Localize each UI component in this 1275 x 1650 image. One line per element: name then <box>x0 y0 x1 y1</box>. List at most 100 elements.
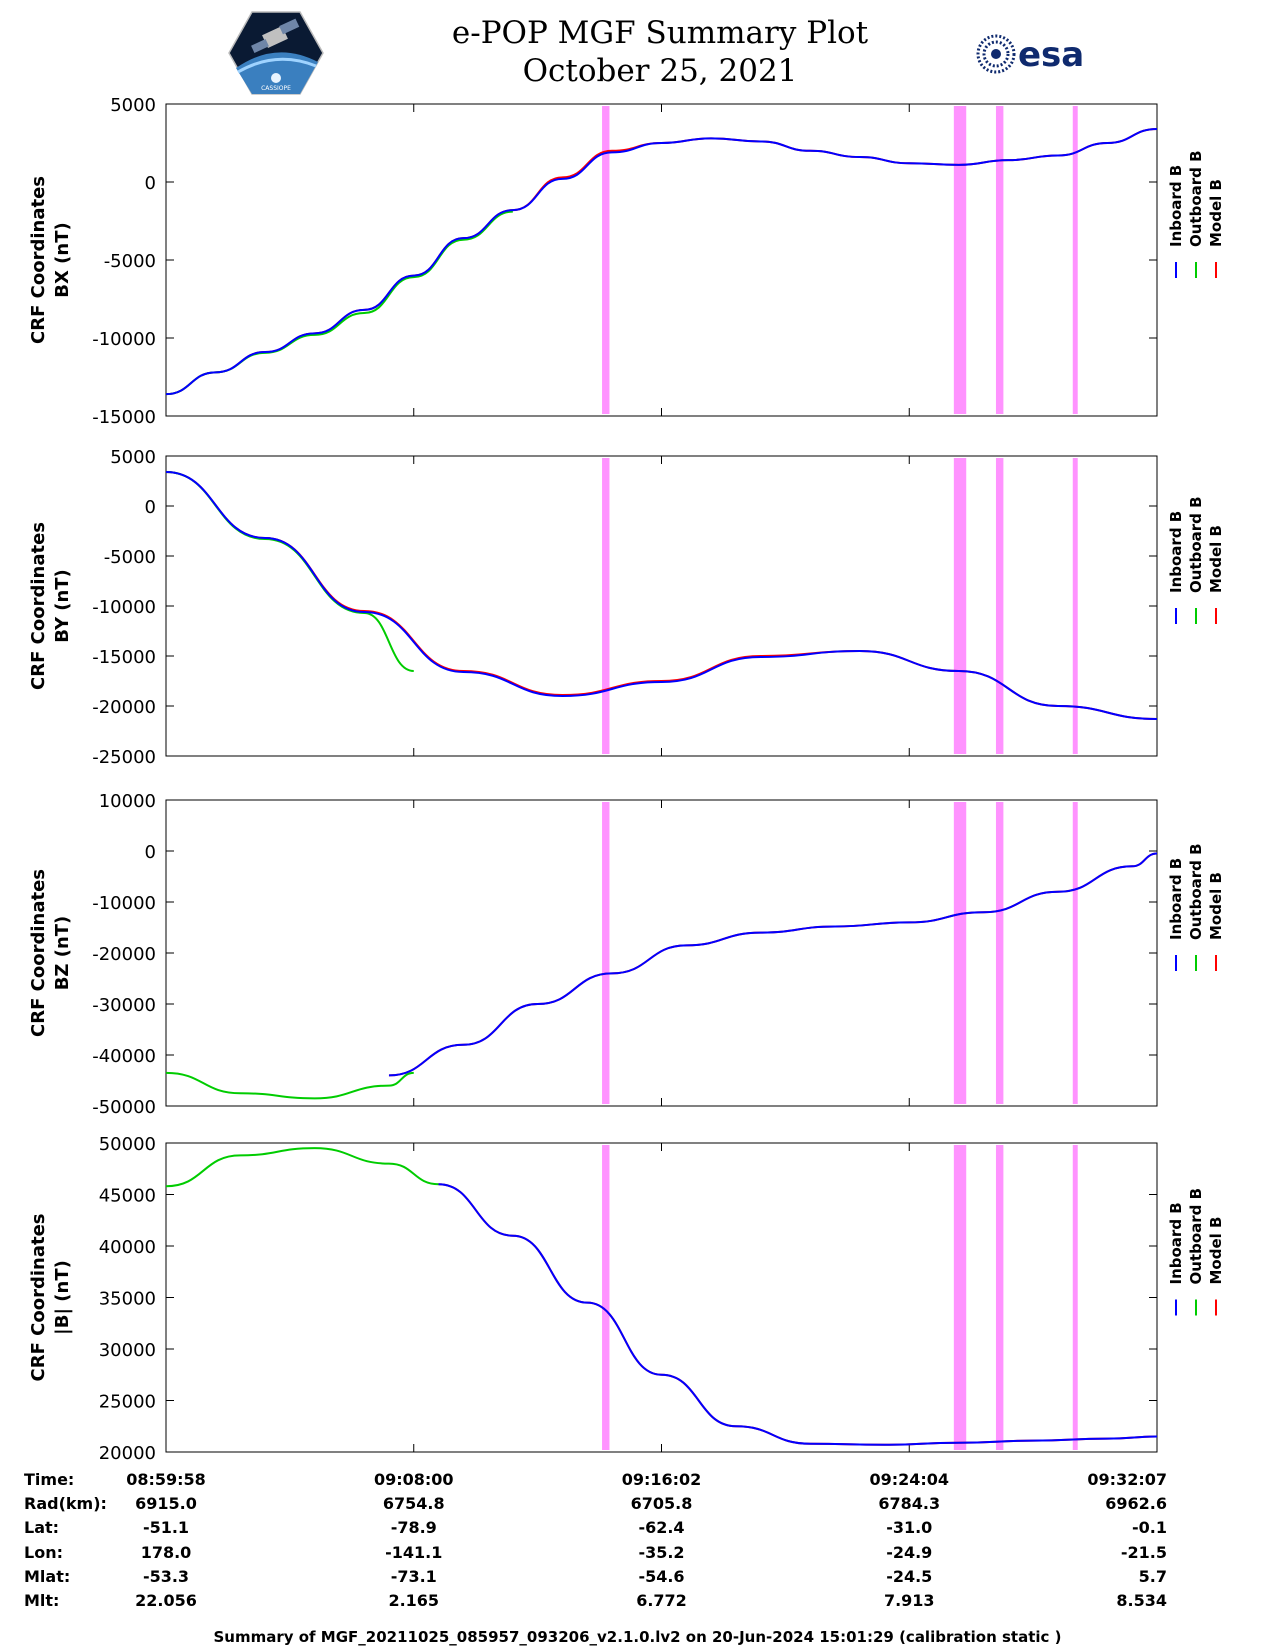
shaded-interval <box>602 106 610 414</box>
y-tick-label: -10000 <box>92 597 156 618</box>
info-row-label: Rad(km): <box>24 1494 107 1513</box>
y-tick-label: -15000 <box>92 647 156 668</box>
y-tick-label: 50000 <box>99 1134 156 1155</box>
legend-entry-label: Inboard B <box>1167 1202 1185 1284</box>
info-cell-mlat: -24.5 <box>886 1567 932 1586</box>
legend-entry-label: Inboard B <box>1167 858 1185 940</box>
info-cell-time: 09:16:02 <box>622 1470 702 1489</box>
esa-logo-text: esa <box>1018 35 1084 75</box>
info-cell-rad: 6754.8 <box>383 1494 445 1513</box>
info-row-label: Lon: <box>24 1543 63 1562</box>
plot-frame <box>165 103 1158 417</box>
y-axis-label: CRF Coordinates BZ (nT) <box>28 869 73 1037</box>
series-line-inboard-b <box>438 1183 1158 1446</box>
shaded-interval <box>953 802 967 1104</box>
y-tick-label: -40000 <box>92 1046 156 1067</box>
legend-entry-label: Model B <box>1207 872 1225 940</box>
info-cell-mlat: -73.1 <box>391 1567 437 1586</box>
info-cell-mlt: 2.165 <box>388 1591 439 1610</box>
info-cell-lat: -31.0 <box>886 1518 932 1537</box>
info-cell-rad: 6784.3 <box>878 1494 940 1513</box>
info-cell-mlat: 5.7 <box>1139 1567 1167 1586</box>
y-tick-label: 20000 <box>99 1443 156 1464</box>
shaded-interval <box>602 458 610 754</box>
chart-panel-2: 5000 0 -5000 -10000 -15000 -20000 -25000 CRF Co… <box>28 447 1225 768</box>
shaded-interval <box>602 1145 610 1450</box>
info-cell-lat: -62.4 <box>638 1518 684 1537</box>
esa-logo: esa <box>976 34 1084 75</box>
shaded-interval <box>602 802 610 1104</box>
left-logo-text: CASSIOPE <box>261 85 291 92</box>
info-row-label: Mlat: <box>24 1567 70 1586</box>
info-cell-lon: -21.5 <box>1121 1543 1167 1562</box>
esa-logo-mark-icon <box>976 34 1016 74</box>
info-cell-time: 09:24:04 <box>869 1470 949 1489</box>
chart-panel-1: 5000 0 -5000 -10000 -15000 CRF Coordinates BX … <box>28 95 1225 428</box>
y-tick-label: 30000 <box>99 1340 156 1361</box>
shaded-interval <box>1072 458 1078 754</box>
shaded-interval <box>1072 1145 1078 1450</box>
info-cell-time: 09:32:07 <box>1087 1470 1167 1489</box>
legend-entry-label: Model B <box>1207 1217 1225 1285</box>
shaded-interval <box>995 106 1004 414</box>
legend: Inboard B Outboard B Model B <box>1167 150 1225 278</box>
shaded-interval <box>1072 802 1078 1104</box>
info-cell-rad: 6705.8 <box>631 1494 693 1513</box>
y-tick-label: -20000 <box>92 697 156 718</box>
y-tick-label: 10000 <box>99 791 156 812</box>
series-line-model-b <box>438 1183 1158 1446</box>
legend-entry-label: Inboard B <box>1167 165 1185 247</box>
info-row-label: Lat: <box>24 1518 59 1537</box>
y-tick-label: -5000 <box>104 547 156 568</box>
chart-panel-4: 50000 45000 40000 35000 30000 25000 20000 CRF C… <box>28 1134 1225 1464</box>
y-tick-label: 25000 <box>99 1392 156 1413</box>
shaded-interval <box>995 458 1004 754</box>
y-tick-label: -10000 <box>92 329 156 350</box>
info-row-label: Time: <box>24 1470 74 1489</box>
y-tick-label: 0 <box>145 497 156 518</box>
y-tick-label: 45000 <box>99 1186 156 1207</box>
series-line-outboard-b <box>165 1147 439 1188</box>
plot-date: October 25, 2021 <box>522 53 798 89</box>
x-axis-info-table: Time: Rad(km): Lat: Lon: Mlat: Mlt: 08:59:58 69… <box>24 1470 1167 1610</box>
legend: Inboard B Outboard B Model B <box>1167 1188 1225 1316</box>
y-axis-label: CRF Coordinates |B| (nT) <box>28 1214 73 1382</box>
info-cell-mlt: 6.772 <box>636 1591 687 1610</box>
info-cell-time: 09:08:00 <box>374 1470 454 1489</box>
y-axis-label-line1: CRF Coordinates <box>28 522 49 690</box>
y-tick-label: -15000 <box>92 407 156 428</box>
y-axis-label-line1: CRF Coordinates <box>28 176 49 344</box>
y-tick-label: 5000 <box>110 95 156 116</box>
legend-entry-label: Model B <box>1207 179 1225 247</box>
y-axis-label-line1: CRF Coordinates <box>28 1214 49 1382</box>
y-tick-label: 40000 <box>99 1237 156 1258</box>
y-tick-label: -30000 <box>92 995 156 1016</box>
series-line-model-b <box>165 127 1158 396</box>
info-cell-mlat: -54.6 <box>638 1567 684 1586</box>
info-cell-lon: -24.9 <box>886 1543 932 1562</box>
info-cell-lat: -0.1 <box>1132 1518 1167 1537</box>
y-axis-label: CRF Coordinates BY (nT) <box>28 522 73 690</box>
y-tick-label: 5000 <box>110 447 156 468</box>
legend-entry-label: Outboard B <box>1187 843 1205 940</box>
plot-frame <box>165 799 1158 1107</box>
series-line-inboard-b <box>388 852 1158 1077</box>
legend-entry-label: Outboard B <box>1187 1188 1205 1285</box>
legend-entry-label: Inboard B <box>1167 511 1185 593</box>
info-cell-time: 08:59:58 <box>126 1470 206 1489</box>
y-tick-label: -10000 <box>92 893 156 914</box>
y-tick-label: 0 <box>145 173 156 194</box>
y-axis-label-line1: CRF Coordinates <box>28 869 49 1037</box>
info-cell-mlt: 22.056 <box>135 1591 197 1610</box>
cassiope-mission-logo: CASSIOPE <box>228 11 324 95</box>
shaded-interval <box>953 1145 967 1450</box>
page-title: e-POP MGF Summary Plot October 25, 2021 <box>340 14 980 90</box>
plot-frame <box>165 455 1158 757</box>
footer-summary: Summary of MGF_20211025_085957_093206_v2… <box>213 1628 1062 1646</box>
chart-panel-3: 10000 0 -10000 -20000 -30000 -40000 -50000 CRF … <box>28 791 1225 1118</box>
series-line-inboard-b <box>165 127 1158 396</box>
series-line-inboard-b <box>165 471 1158 720</box>
info-cell-mlt: 8.534 <box>1116 1591 1167 1610</box>
legend-entry-label: Outboard B <box>1187 150 1205 247</box>
